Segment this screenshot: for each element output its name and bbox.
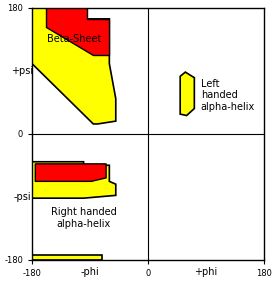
Text: Right handed
alpha-helix: Right handed alpha-helix <box>51 207 116 229</box>
Polygon shape <box>32 162 116 198</box>
Polygon shape <box>35 164 106 181</box>
Text: -psi: -psi <box>14 192 31 202</box>
Text: +psi: +psi <box>11 66 33 76</box>
Text: -phi: -phi <box>81 267 99 277</box>
Polygon shape <box>46 8 109 55</box>
Text: Beta-Sheet: Beta-Sheet <box>47 34 101 44</box>
Polygon shape <box>32 8 116 124</box>
Polygon shape <box>32 255 102 260</box>
Text: +phi: +phi <box>194 267 217 277</box>
Text: Left
handed
alpha-helix: Left handed alpha-helix <box>201 79 255 112</box>
Polygon shape <box>180 72 194 116</box>
